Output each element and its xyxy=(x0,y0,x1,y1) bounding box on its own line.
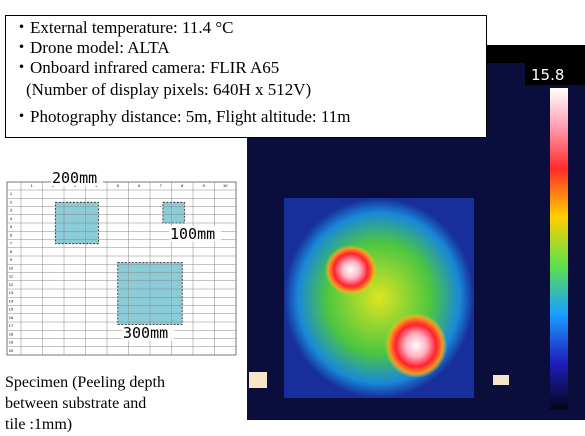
row-number: 16 xyxy=(9,315,14,320)
defect-label: 100mm xyxy=(170,225,215,243)
page: 15.8 ・External temperature: 11.4 °C・Dron… xyxy=(0,0,585,436)
column-number: 10 xyxy=(223,183,228,188)
caption: Specimen (Peeling depth between substrate… xyxy=(5,374,165,433)
row-number: 19 xyxy=(9,340,14,345)
caption-line: Specimen (Peeling depth xyxy=(5,374,165,391)
row-number: 14 xyxy=(9,298,14,303)
object xyxy=(493,375,509,385)
info-line: ・Photography distance: 5m, Flight altitu… xyxy=(13,107,350,126)
row-number: 15 xyxy=(9,307,14,312)
row-number: 18 xyxy=(9,331,14,336)
specimen-grid: 1234567891012345678910111213141516171819… xyxy=(7,169,236,355)
info-line: ・Onboard infrared camera: FLIR A65 xyxy=(13,58,279,77)
thermal-top-strip xyxy=(485,45,585,63)
info-line: ・Drone model: ALTA xyxy=(13,38,170,57)
row-number: 17 xyxy=(9,323,14,328)
info-line: ・External temperature: 11.4 °C xyxy=(13,18,234,37)
defect-label: 200mm xyxy=(52,169,97,187)
color-bar xyxy=(550,88,568,410)
hot-spot xyxy=(385,313,447,378)
info-line: (Number of display pixels: 640H x 512V) xyxy=(26,80,311,99)
row-number: 12 xyxy=(9,282,14,287)
row-number: 20 xyxy=(9,348,14,353)
row-number: 13 xyxy=(9,290,14,295)
defect xyxy=(163,202,185,223)
row-number: 10 xyxy=(9,265,14,270)
object xyxy=(249,372,267,388)
figure: 15.8 ・External temperature: 11.4 °C・Dron… xyxy=(0,0,585,436)
hot-spot xyxy=(325,245,377,295)
scale-max: 15.8 xyxy=(531,66,564,84)
defect-label: 300mm xyxy=(123,324,168,342)
caption-line: between substrate and xyxy=(5,395,146,412)
caption-line: tile :1mm) xyxy=(5,416,72,433)
